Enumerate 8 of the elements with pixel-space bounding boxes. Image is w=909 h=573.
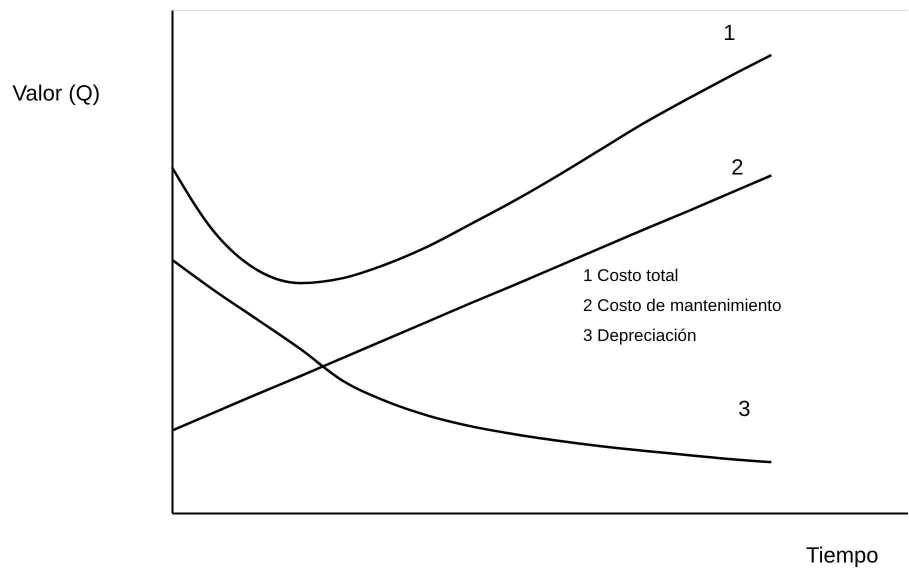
- y-axis-title: Valor (Q): [12, 80, 100, 106]
- annotation: 3 Depreciación: [583, 326, 696, 345]
- series-label: 1: [723, 20, 736, 45]
- x-axis-title: Tiempo: [806, 542, 878, 568]
- annotation: 1 Costo total: [583, 266, 678, 285]
- series-label: 2: [731, 154, 744, 180]
- series-label: 3: [738, 396, 750, 422]
- annotation: 2 Costo de mantenimiento: [583, 296, 782, 315]
